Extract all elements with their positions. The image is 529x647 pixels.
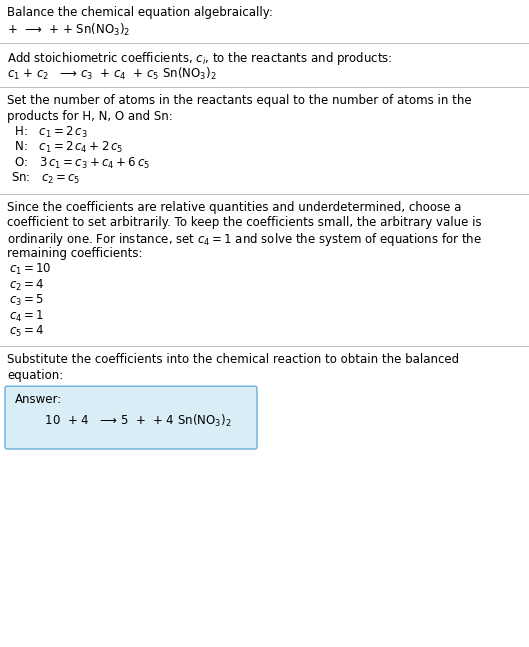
Text: Sn:   $c_2 = c_5$: Sn: $c_2 = c_5$ <box>11 171 80 186</box>
Text: coefficient to set arbitrarily. To keep the coefficients small, the arbitrary va: coefficient to set arbitrarily. To keep … <box>7 216 481 229</box>
Text: products for H, N, O and Sn:: products for H, N, O and Sn: <box>7 109 173 122</box>
Text: equation:: equation: <box>7 369 63 382</box>
Text: H:   $c_1 = 2\,c_3$: H: $c_1 = 2\,c_3$ <box>11 125 88 140</box>
Text: +  ⟶  + + Sn(NO$_3$)$_2$: + ⟶ + + Sn(NO$_3$)$_2$ <box>7 22 130 38</box>
FancyBboxPatch shape <box>5 386 257 449</box>
Text: $c_1$ + $c_2$   ⟶ $c_3$  + $c_4$  + $c_5$ Sn(NO$_3$)$_2$: $c_1$ + $c_2$ ⟶ $c_3$ + $c_4$ + $c_5$ Sn… <box>7 66 216 82</box>
Text: N:   $c_1 = 2\,c_4 + 2\,c_5$: N: $c_1 = 2\,c_4 + 2\,c_5$ <box>11 140 123 155</box>
Text: $c_1 = 10$: $c_1 = 10$ <box>9 262 51 278</box>
Text: Substitute the coefficients into the chemical reaction to obtain the balanced: Substitute the coefficients into the che… <box>7 353 459 366</box>
Text: Add stoichiometric coefficients, $c_i$, to the reactants and products:: Add stoichiometric coefficients, $c_i$, … <box>7 50 393 67</box>
Text: $c_4 = 1$: $c_4 = 1$ <box>9 309 44 324</box>
Text: Since the coefficients are relative quantities and underdetermined, choose a: Since the coefficients are relative quan… <box>7 201 461 214</box>
Text: Balance the chemical equation algebraically:: Balance the chemical equation algebraica… <box>7 6 273 19</box>
Text: remaining coefficients:: remaining coefficients: <box>7 247 142 260</box>
Text: ordinarily one. For instance, set $c_4 = 1$ and solve the system of equations fo: ordinarily one. For instance, set $c_4 =… <box>7 232 482 248</box>
Text: $c_2 = 4$: $c_2 = 4$ <box>9 278 44 292</box>
Text: Set the number of atoms in the reactants equal to the number of atoms in the: Set the number of atoms in the reactants… <box>7 94 472 107</box>
Text: O:   $3\,c_1 = c_3 + c_4 + 6\,c_5$: O: $3\,c_1 = c_3 + c_4 + 6\,c_5$ <box>11 156 150 171</box>
Text: $c_5 = 4$: $c_5 = 4$ <box>9 324 44 339</box>
Text: Answer:: Answer: <box>15 393 62 406</box>
Text: 10  + 4   ⟶ 5  +  + 4 Sn(NO$_3$)$_2$: 10 + 4 ⟶ 5 + + 4 Sn(NO$_3$)$_2$ <box>15 413 232 429</box>
Text: $c_3 = 5$: $c_3 = 5$ <box>9 293 44 308</box>
